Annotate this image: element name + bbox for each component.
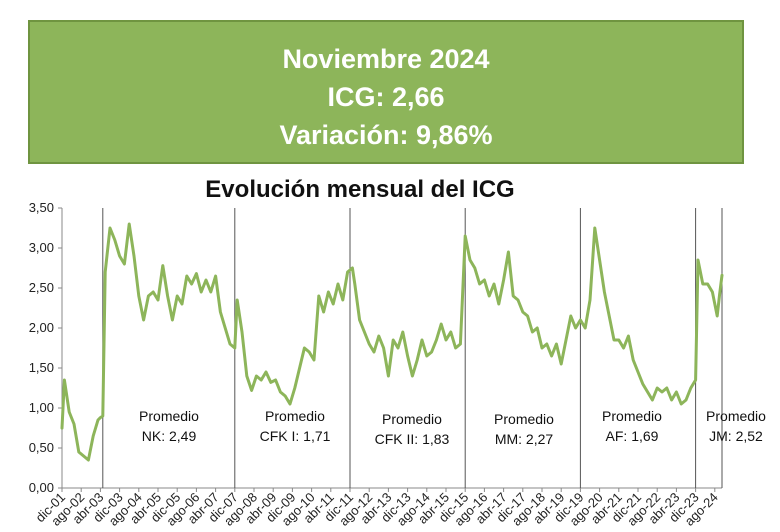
y-tick-label: 2,00 (29, 320, 54, 335)
y-tick-label: 0,50 (29, 440, 54, 455)
average-annotation-value: JM: 2,52 (709, 428, 763, 444)
y-tick-label: 3,50 (29, 200, 54, 215)
average-annotation-value: MM: 2,27 (495, 431, 554, 447)
average-annotation-title: Promedio (265, 408, 325, 424)
banner-icg-value: ICG: 2,66 (327, 82, 445, 112)
y-tick-label: 1,00 (29, 400, 54, 415)
y-tick-label: 3,00 (29, 240, 54, 255)
average-annotation-value: CFK I: 1,71 (260, 428, 331, 444)
summary-banner: Noviembre 2024 ICG: 2,66 Variación: 9,86… (28, 20, 744, 164)
average-annotation-value: NK: 2,49 (142, 428, 197, 444)
average-annotation-title: Promedio (706, 408, 766, 424)
y-tick-label: 1,50 (29, 360, 54, 375)
average-annotation-title: Promedio (382, 411, 442, 427)
average-annotation-title: Promedio (494, 411, 554, 427)
banner-variation: Variación: 9,86% (279, 120, 493, 150)
y-tick-label: 0,00 (29, 480, 54, 495)
average-annotation-value: CFK II: 1,83 (375, 431, 450, 447)
average-annotation-title: Promedio (139, 408, 199, 424)
chart-title: Evolución mensual del ICG (205, 176, 515, 203)
banner-period: Noviembre 2024 (282, 44, 490, 74)
y-tick-label: 2,50 (29, 280, 54, 295)
average-annotation-title: Promedio (602, 408, 662, 424)
icg-series-line (60, 222, 724, 462)
average-annotation-value: AF: 1,69 (606, 428, 659, 444)
